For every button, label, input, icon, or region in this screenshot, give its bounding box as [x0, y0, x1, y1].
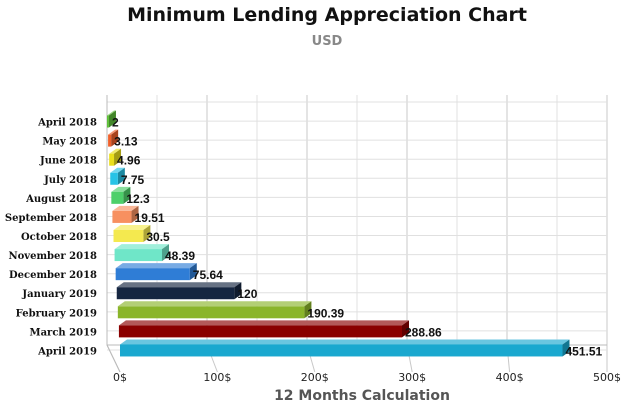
bar: [113, 225, 151, 242]
tick-label: 400$: [496, 371, 524, 384]
bar-side: [562, 339, 570, 357]
category-label: April 2019: [37, 346, 97, 357]
category-label: December 2018: [9, 270, 97, 281]
bar-top: [113, 225, 151, 230]
bar: [108, 129, 119, 147]
bar: [120, 339, 570, 357]
data-label: 75.64: [193, 268, 223, 282]
data-label: 4.96: [117, 154, 141, 168]
bar-front: [110, 172, 118, 185]
bar: [117, 301, 312, 319]
bar-front: [107, 115, 109, 128]
axis-line: [106, 344, 121, 373]
bar-side: [114, 148, 122, 166]
data-label: 190.39: [307, 306, 344, 320]
bar-side: [143, 225, 151, 242]
bar-side: [108, 110, 116, 128]
bar-front: [112, 210, 132, 223]
data-label: 12.3: [126, 192, 150, 206]
bar-side: [162, 244, 170, 262]
bar-top: [109, 148, 122, 154]
category-label: February 2019: [16, 308, 97, 319]
category-label: June 2018: [39, 156, 97, 167]
bar: [110, 167, 125, 185]
bar-front: [108, 134, 112, 147]
category-label: January 2019: [21, 289, 97, 300]
bar-top: [108, 129, 119, 135]
category-label: July 2018: [43, 175, 97, 186]
data-label: 30.5: [146, 230, 170, 244]
bar: [111, 186, 131, 204]
tick-label: 300$: [398, 371, 426, 384]
bar: [114, 244, 170, 262]
category-label: May 2018: [42, 137, 97, 148]
x-axis-label: 12 Months Calculation: [274, 388, 450, 404]
bar-front: [113, 230, 144, 242]
bar-front: [111, 191, 124, 204]
bar-front: [114, 249, 163, 262]
category-label: April 2018: [37, 118, 97, 129]
bar-side: [131, 205, 139, 223]
bar-side: [189, 263, 197, 281]
bar-top: [114, 244, 170, 250]
tick-label: 100$: [203, 371, 231, 384]
bar: [116, 282, 242, 300]
bar-top: [111, 186, 131, 192]
chart-bars: [107, 110, 570, 357]
bar-front: [118, 325, 402, 338]
value-labels: 2 3.13 4.96 7.75 12.3 19.51 30.5 48.39 75.64 120 1…: [112, 116, 603, 359]
bar-side: [123, 186, 131, 204]
bar-top: [118, 320, 409, 326]
bar-side: [117, 167, 125, 185]
tick-label: 200$: [301, 371, 329, 384]
tick-label: 0$: [113, 371, 127, 384]
bar-front: [117, 306, 305, 319]
category-label: March 2019: [30, 327, 98, 338]
bar-side: [401, 320, 409, 338]
data-label: 288.86: [405, 325, 442, 339]
tick-label: 500$: [593, 371, 621, 384]
bar: [109, 148, 122, 166]
chart-subtitle: USD: [311, 34, 343, 49]
bar: [107, 110, 116, 128]
category-labels: April 2018 May 2018 June 2018 July 2018 Augu…: [5, 118, 97, 358]
x-axis-ticks: 0$ 100$ 200$ 300$ 400$ 500$: [113, 371, 621, 384]
data-label: 48.39: [165, 249, 195, 263]
bar-front: [109, 153, 115, 166]
bar: [118, 320, 409, 338]
bar-side: [111, 129, 119, 147]
bar-front: [116, 287, 235, 300]
bar-top: [112, 205, 139, 211]
bar-side: [304, 301, 312, 319]
bar: [112, 205, 139, 223]
data-label: 19.51: [135, 211, 165, 225]
bar-top: [107, 110, 116, 116]
data-label: 451.51: [565, 344, 602, 358]
bar-side: [234, 282, 242, 300]
bar-top: [120, 339, 570, 345]
data-label: 7.75: [121, 173, 145, 187]
bar-top: [116, 282, 242, 288]
bar-top: [110, 167, 125, 173]
category-label: August 2018: [25, 194, 97, 205]
bar-top: [117, 301, 312, 307]
bar-front: [120, 344, 563, 357]
category-label: November 2018: [8, 251, 97, 262]
chart-title: Minimum Lending Appreciation Chart: [127, 4, 527, 26]
data-label: 2: [112, 116, 119, 130]
bar-front: [115, 268, 190, 281]
category-label: September 2018: [5, 213, 97, 224]
data-label: 120: [237, 287, 257, 301]
data-label: 3.13: [114, 135, 138, 149]
bar-top: [115, 263, 197, 269]
category-label: October 2018: [21, 232, 97, 243]
bar: [115, 263, 197, 281]
